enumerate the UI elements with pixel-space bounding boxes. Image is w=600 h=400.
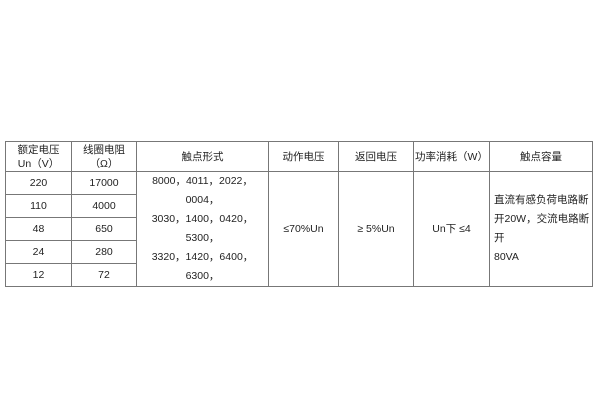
header-line: 线圈电阻	[83, 143, 125, 156]
capacity-line: 开20W，交流电路断开	[494, 213, 590, 244]
resistance-cell: 17000	[71, 171, 137, 195]
voltage-cell: 12	[5, 263, 72, 287]
power-consumption-cell: Un下 ≤4	[413, 171, 490, 287]
header-operate-voltage: 动作电压	[268, 141, 339, 172]
capacity-line: 80VA	[494, 251, 519, 263]
header-release-voltage: 返回电压	[338, 141, 414, 172]
voltage-cell: 48	[5, 217, 72, 241]
header-coil-resistance: 线圈电阻 （Ω）	[71, 141, 137, 172]
contact-form-line: 3320，1420，6400，6300，	[151, 251, 254, 282]
contact-capacity-cell: 直流有感负荷电路断 开20W，交流电路断开 80VA	[489, 171, 593, 287]
resistance-cell: 4000	[71, 194, 137, 218]
header-line: 额定电压	[17, 143, 60, 156]
header-row: 额定电压 Un（V） 线圈电阻 （Ω） 触点形式 动作电压 返回电压 功率消耗（W）…	[5, 141, 593, 172]
header-contact-capacity: 触点容量	[489, 141, 593, 172]
voltage-cell: 220	[5, 171, 72, 195]
table-row: 110 4000	[5, 194, 593, 218]
operate-voltage-cell: ≤70%Un	[268, 171, 339, 287]
release-voltage-cell: ≥ 5%Un	[338, 171, 414, 287]
table-row: 220 17000 8000，4011，2022，0004， 3030，1400…	[5, 171, 593, 287]
capacity-line: 直流有感负荷电路断	[494, 194, 589, 206]
table-row: 24 280	[5, 240, 593, 264]
specs-table: 额定电压 Un（V） 线圈电阻 （Ω） 触点形式 动作电压 返回电压 功率消耗（W）…	[5, 141, 593, 287]
header-line: （Ω）	[89, 157, 119, 170]
header-line: Un（V）	[17, 157, 60, 170]
voltage-cell: 24	[5, 240, 72, 264]
resistance-cell: 650	[71, 217, 137, 241]
voltage-cell: 110	[5, 194, 72, 218]
table-row: 12 72	[5, 263, 593, 287]
header-power-consumption: 功率消耗（W）	[413, 141, 490, 172]
header-rated-voltage: 额定电压 Un（V）	[5, 141, 72, 172]
resistance-cell: 280	[71, 240, 137, 264]
resistance-cell: 72	[71, 263, 137, 287]
contact-form-line: 3030，1400，0420，5300，	[151, 213, 254, 244]
contact-forms-cell: 8000，4011，2022，0004， 3030，1400，0420，5300…	[136, 171, 269, 287]
header-contact-form: 触点形式	[136, 141, 269, 172]
contact-form-line: 8000，4011，2022，0004，	[152, 175, 253, 206]
